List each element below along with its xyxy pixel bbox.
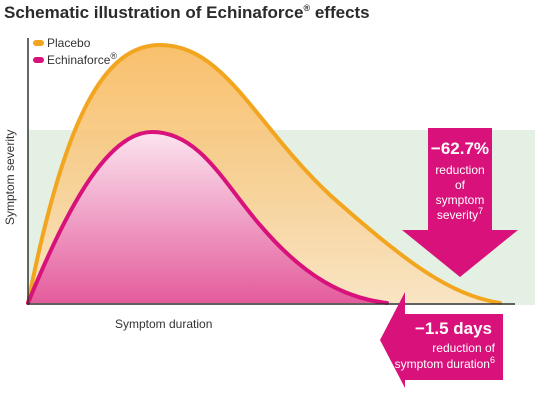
severity-note-line-2: of (455, 178, 466, 192)
duration-reduction-callout: −1.5 days reduction of symptom duration6 (380, 292, 503, 388)
left-arrow-shape (380, 292, 503, 388)
duration-reduction-value: −1.5 days (415, 319, 492, 338)
legend-label-echinaforce: Echinaforce® (47, 51, 117, 67)
severity-note-line-1: reduction (435, 163, 484, 177)
chart-title: Schematic illustration of Echinaforce® e… (4, 3, 370, 22)
legend: Placebo Echinaforce® (33, 36, 117, 67)
echinaforce-area (28, 132, 387, 303)
echinaforce-line (26, 129, 389, 305)
legend-label-placebo: Placebo (47, 36, 91, 50)
duration-note-line-1: reduction of (432, 341, 495, 355)
duration-note-line-2: symptom duration6 (395, 355, 495, 371)
severity-reduction-callout: −62.7% reduction of symptom severity7 (402, 128, 518, 277)
severity-reduction-value: −62.7% (431, 139, 489, 158)
legend-swatch-echinaforce (33, 57, 44, 63)
down-arrow-shape (402, 128, 518, 277)
legend-swatch-placebo (33, 40, 44, 46)
x-axis-label: Symptom duration (115, 317, 212, 331)
y-axis-label: Symptom severity (3, 130, 17, 225)
severity-note-line-4: severity7 (437, 206, 483, 222)
severity-note-line-3: symptom (436, 193, 485, 207)
placebo-line (26, 42, 502, 305)
